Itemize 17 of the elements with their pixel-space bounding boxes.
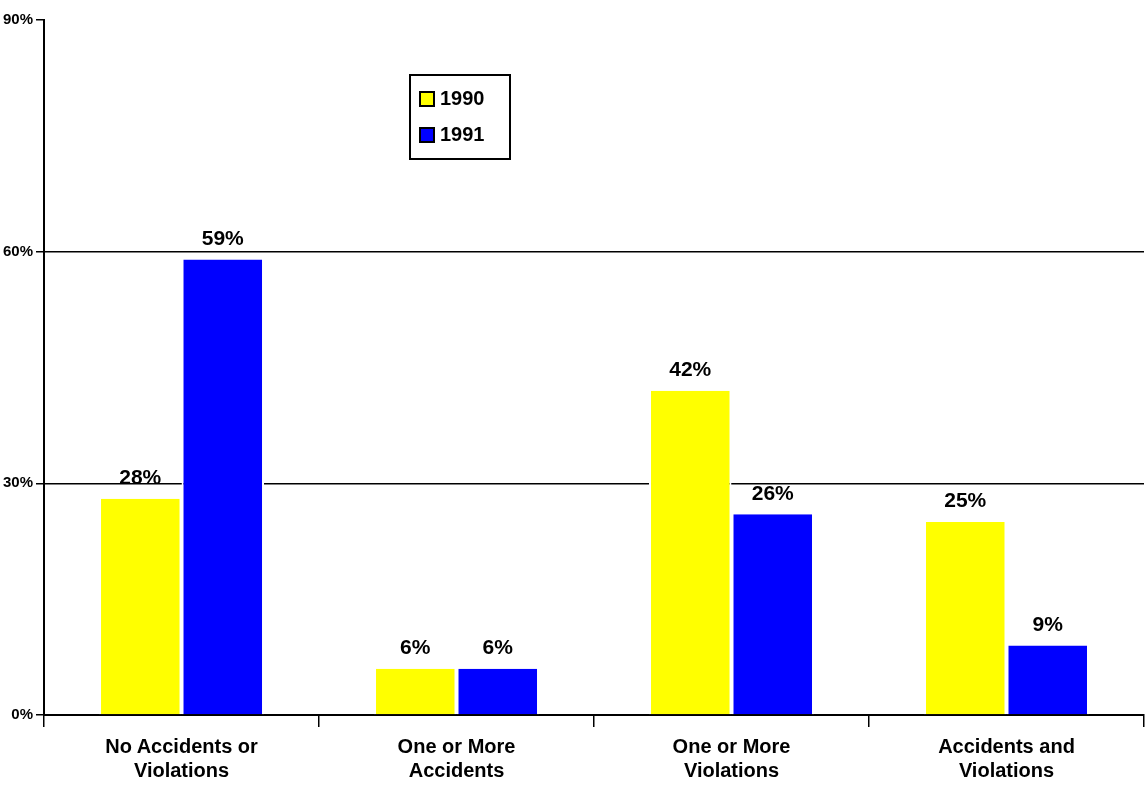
data-label: 59% <box>201 225 245 249</box>
data-label: 42% <box>669 356 712 380</box>
data-label: 6% <box>400 634 431 658</box>
x-tick-label: One or More Violations <box>672 734 791 781</box>
x-tick-label: One or More Accidents <box>397 734 516 781</box>
legend-label: 1991 <box>440 122 485 145</box>
data-label: 25% <box>944 488 987 512</box>
y-tick-label: 0% <box>11 705 34 723</box>
legend-label: 1990 <box>440 86 485 109</box>
x-tick-label: No Accidents or Violations <box>105 734 259 781</box>
x-tick-label: Accidents and Violations <box>938 734 1075 781</box>
data-label: 9% <box>1032 611 1064 635</box>
y-tick-label: 30% <box>2 473 34 491</box>
data-label: 26% <box>751 480 795 504</box>
y-tick-label: 90% <box>2 10 34 28</box>
data-label: 6% <box>482 634 514 658</box>
y-tick-label: 60% <box>2 241 34 259</box>
